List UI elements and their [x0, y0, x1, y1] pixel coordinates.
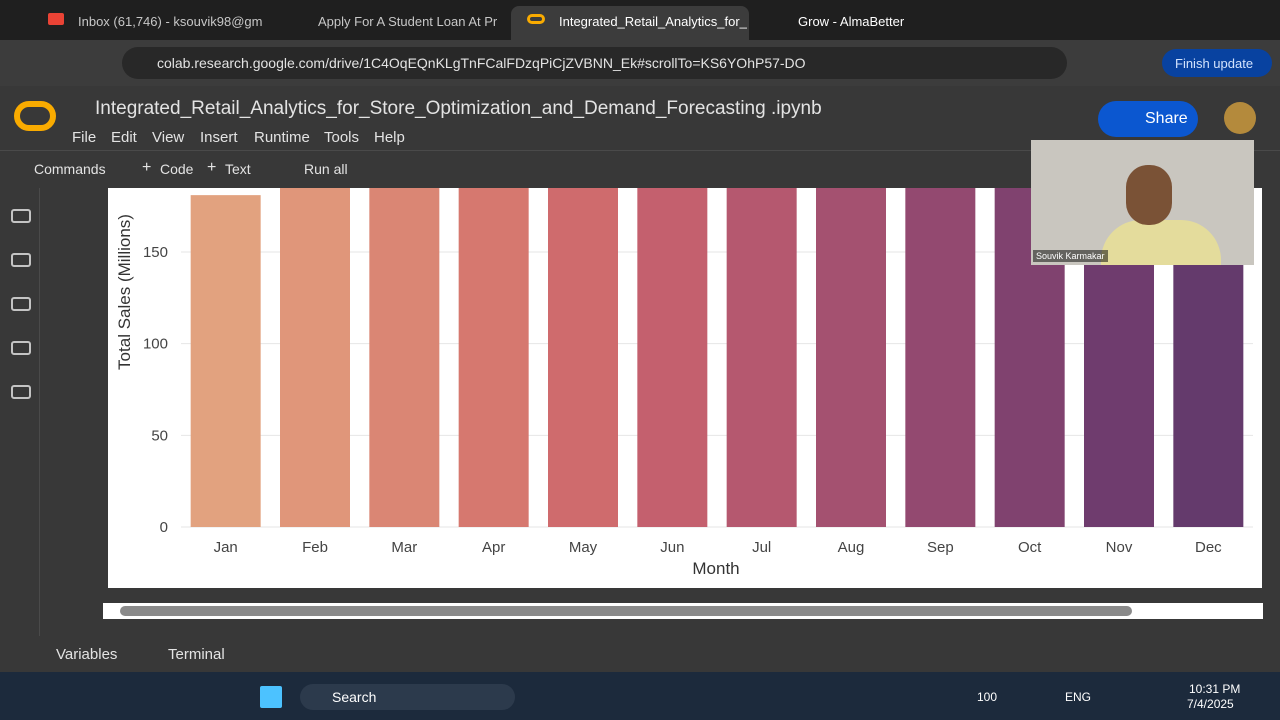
menu-item[interactable]: Edit — [111, 129, 137, 146]
tab[interactable]: Integrated_Retail_Analytics_for_ — [511, 6, 749, 40]
taskbar — [0, 672, 1280, 720]
x-tick-label: Aug — [838, 539, 865, 556]
bottom-button[interactable]: Variables — [56, 646, 118, 663]
secrets-icon[interactable] — [11, 341, 31, 355]
y-axis-label: Total Sales (Millions) — [115, 214, 134, 370]
h-scroll-thumb[interactable] — [120, 606, 1132, 616]
x-tick-label: Sep — [927, 539, 954, 556]
url-bar[interactable]: colab.research.google.com/drive/1C4OqEQn… — [122, 47, 1067, 79]
bar — [637, 188, 708, 527]
tab[interactable]: Apply For A Student Loan At Pr — [318, 14, 498, 29]
y-tick-label: 100 — [143, 336, 168, 353]
menu-item[interactable]: File — [72, 129, 97, 146]
menu-item[interactable]: View — [152, 129, 185, 146]
colab-icon — [527, 14, 545, 24]
x-tick-label: Jul — [752, 539, 771, 556]
person-head — [1126, 165, 1172, 225]
bar — [369, 188, 440, 527]
colab-logo — [14, 101, 56, 131]
x-tick-label: Mar — [391, 539, 417, 556]
x-tick-label: Nov — [1106, 539, 1133, 556]
x-axis-label: Month — [692, 559, 739, 578]
x-tick-label: Jun — [660, 539, 684, 556]
x-tick-label: May — [569, 539, 598, 556]
start-button[interactable] — [260, 686, 282, 708]
y-tick-label: 0 — [160, 519, 168, 536]
sidebar — [0, 188, 40, 636]
battery-level: 100 — [977, 690, 998, 704]
avatar[interactable] — [1224, 102, 1256, 134]
update-button[interactable]: Finish update — [1162, 49, 1272, 77]
person-body — [1101, 220, 1221, 265]
bar — [905, 188, 976, 527]
toolbar-button[interactable]: Text — [225, 161, 251, 177]
search-box[interactable]: Search — [300, 684, 515, 710]
x-tick-label: Feb — [302, 539, 328, 556]
x-tick-label: Dec — [1195, 539, 1222, 556]
bar — [548, 188, 618, 527]
toc-icon[interactable] — [11, 209, 31, 223]
plus-icon: + — [207, 159, 217, 176]
y-tick-label: 50 — [151, 427, 168, 444]
bar — [816, 188, 886, 527]
participant-name: Souvik Karmakar — [1033, 250, 1108, 262]
files-icon[interactable] — [11, 385, 31, 399]
share-button[interactable]: Share — [1098, 101, 1198, 137]
bottom-button[interactable]: Terminal — [168, 646, 225, 663]
menu-item[interactable]: Insert — [200, 129, 238, 146]
clock-time[interactable]: 10:31 PM — [1189, 682, 1241, 696]
x-tick-label: Oct — [1018, 539, 1042, 556]
tab[interactable]: Inbox (61,746) - ksouvik98@gm — [78, 14, 263, 29]
notebook-title[interactable]: Integrated_Retail_Analytics_for_Store_Op… — [95, 98, 822, 119]
plus-icon: + — [142, 159, 152, 176]
toolbar-button[interactable]: Commands — [34, 161, 106, 177]
bar — [280, 188, 350, 527]
language[interactable]: ENG — [1065, 690, 1092, 704]
video-feed: Souvik Karmakar — [1031, 140, 1254, 265]
find-icon[interactable] — [11, 253, 31, 267]
divider — [0, 150, 1280, 151]
code-icon[interactable] — [11, 297, 31, 311]
y-tick-label: 150 — [143, 244, 168, 261]
toolbar-button[interactable]: Code — [160, 161, 194, 177]
bar — [190, 195, 261, 527]
bar — [458, 188, 529, 527]
x-tick-label: Apr — [482, 539, 505, 556]
menu-item[interactable]: Tools — [324, 129, 360, 146]
gmail-icon — [48, 13, 64, 25]
menu-item[interactable]: Runtime — [254, 129, 310, 146]
x-tick-label: Jan — [214, 539, 238, 556]
clock-date[interactable]: 7/4/2025 — [1187, 697, 1234, 711]
bar — [726, 188, 797, 527]
menu-item[interactable]: Help — [374, 129, 405, 146]
toolbar-button[interactable]: Run all — [304, 161, 348, 177]
tab[interactable]: Grow - AlmaBetter — [798, 14, 905, 29]
